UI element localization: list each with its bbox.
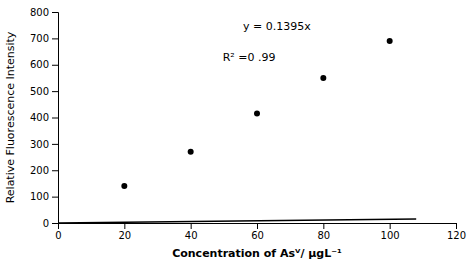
tick: 800 bbox=[30, 7, 58, 18]
tick: 100 bbox=[30, 191, 58, 202]
annotation: R² =0 .99 bbox=[223, 51, 276, 64]
line bbox=[58, 219, 416, 223]
tick-label: 20 bbox=[118, 230, 131, 241]
tick: 400 bbox=[30, 112, 58, 123]
point bbox=[320, 75, 326, 81]
tick: 0 bbox=[43, 218, 58, 229]
point bbox=[188, 149, 194, 155]
tick: 40 bbox=[185, 223, 198, 241]
tick-label: 60 bbox=[251, 230, 264, 241]
tick-mark bbox=[52, 223, 58, 224]
tick: 300 bbox=[30, 139, 58, 150]
tick: 700 bbox=[30, 33, 58, 44]
tick: 100 bbox=[381, 223, 400, 241]
tick: 120 bbox=[447, 223, 466, 241]
tick-label: 200 bbox=[30, 165, 49, 176]
tick-label: 40 bbox=[185, 230, 198, 241]
tick-label: 800 bbox=[30, 7, 49, 18]
tick: 600 bbox=[30, 59, 58, 70]
tick-mark bbox=[52, 38, 58, 39]
tick-mark bbox=[52, 12, 58, 13]
tick-label: 500 bbox=[30, 86, 49, 97]
tick-mark bbox=[323, 223, 324, 229]
annotation: y = 0.1395x bbox=[243, 20, 311, 33]
tick-label: 120 bbox=[447, 230, 466, 241]
plot: 0 20 40 60 80 100 120 0 100 200 300 400 500 600 700 800… bbox=[30, 7, 466, 241]
axis-line bbox=[59, 224, 457, 230]
tick-label: 300 bbox=[30, 139, 49, 150]
tick: 0 bbox=[55, 223, 61, 241]
tick-label: 400 bbox=[30, 112, 49, 123]
point bbox=[121, 183, 127, 189]
tick-label: 600 bbox=[30, 59, 49, 70]
tick-mark bbox=[52, 170, 58, 171]
axis-line bbox=[52, 13, 59, 224]
y-axis-title: Relative Fluorescence Intensity bbox=[4, 31, 17, 203]
chart: 0 20 40 60 80 100 120 0 100 200 300 400 500 600 700 800… bbox=[0, 0, 474, 263]
tick: 60 bbox=[251, 223, 264, 241]
tick-mark bbox=[456, 223, 457, 229]
tick-label: 0 bbox=[55, 230, 61, 241]
tick-label: 100 bbox=[30, 191, 49, 202]
tick: 80 bbox=[317, 223, 330, 241]
tick-label: 80 bbox=[317, 230, 330, 241]
point bbox=[387, 38, 393, 44]
tick-mark bbox=[191, 223, 192, 229]
tick-label: 0 bbox=[43, 218, 49, 229]
tick-mark bbox=[52, 91, 58, 92]
x-axis-title: Concentration of Asⱽ/ μgL⁻¹ bbox=[172, 247, 342, 260]
tick-mark bbox=[52, 118, 58, 119]
y-axis: 0 100 200 300 400 500 600 700 800 bbox=[30, 7, 59, 229]
x-axis: 0 20 40 60 80 100 120 bbox=[55, 223, 466, 241]
tick-mark bbox=[124, 223, 125, 229]
tick-mark bbox=[257, 223, 258, 229]
tick-mark bbox=[52, 197, 58, 198]
tick: 500 bbox=[30, 86, 58, 97]
tick-mark bbox=[390, 223, 391, 229]
tick-mark bbox=[52, 65, 58, 66]
tick-label: 100 bbox=[381, 230, 400, 241]
tick-mark bbox=[52, 144, 58, 145]
tick: 20 bbox=[118, 223, 131, 241]
marks bbox=[58, 38, 416, 223]
tick: 200 bbox=[30, 165, 58, 176]
tick-label: 700 bbox=[30, 33, 49, 44]
point bbox=[254, 111, 260, 117]
